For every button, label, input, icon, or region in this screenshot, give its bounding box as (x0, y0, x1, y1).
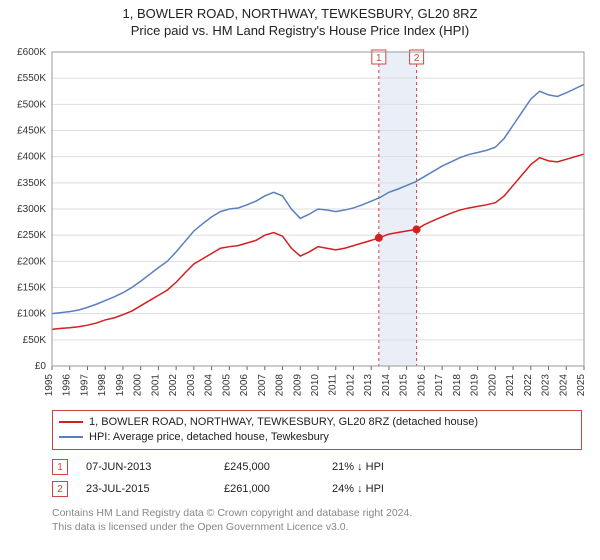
x-tick-label: 2025 (576, 374, 587, 397)
x-tick-label: 2005 (221, 374, 232, 397)
y-tick-label: £150K (17, 283, 46, 294)
legend-swatch (59, 421, 83, 423)
x-tick-label: 2023 (541, 374, 552, 397)
chart-area: £0 £50K £100K £150K £200K £250K £300K £350K £400… (0, 42, 600, 404)
chart-container: 1, BOWLER ROAD, NORTHWAY, TEWKESBURY, GL… (0, 0, 600, 560)
footer: Contains HM Land Registry data © Crown c… (52, 506, 412, 534)
x-tick-label: 2001 (150, 374, 161, 397)
legend-row: HPI: Average price, detached house, Tewk… (59, 430, 575, 445)
x-tick-label: 2004 (204, 374, 215, 397)
sale-date: 07-JUN-2013 (86, 461, 206, 473)
sale-date: 23-JUL-2015 (86, 483, 206, 495)
y-tick-label: £550K (17, 73, 46, 84)
sales-table: 1 07-JUN-2013 £245,000 21% ↓ HPI 2 23-JUL-201… (52, 456, 582, 500)
x-tick-label: 2024 (558, 374, 569, 397)
vline-label: 1 (376, 53, 382, 64)
x-tick-label: 2013 (363, 374, 374, 397)
y-tick-label: £0 (35, 361, 47, 372)
legend-box: 1, BOWLER ROAD, NORTHWAY, TEWKESBURY, GL… (52, 410, 582, 450)
sale-row: 2 23-JUL-2015 £261,000 24% ↓ HPI (52, 478, 582, 500)
y-tick-label: £250K (17, 230, 46, 241)
x-tick-label: 1995 (44, 374, 55, 397)
x-tick-label: 1998 (97, 374, 108, 397)
title-line2: Price paid vs. HM Land Registry's House … (0, 23, 600, 38)
x-tick-label: 2016 (416, 374, 427, 397)
legend-label: 1, BOWLER ROAD, NORTHWAY, TEWKESBURY, GL… (89, 415, 478, 430)
x-tick-label: 2003 (186, 374, 197, 397)
x-tick-label: 2008 (275, 374, 286, 397)
x-tick-label: 2021 (505, 374, 516, 397)
legend-row: 1, BOWLER ROAD, NORTHWAY, TEWKESBURY, GL… (59, 415, 575, 430)
legend-swatch (59, 436, 83, 438)
legend-label: HPI: Average price, detached house, Tewk… (89, 430, 329, 445)
x-tick-label: 2009 (292, 374, 303, 397)
y-tick-label: £450K (17, 126, 46, 137)
x-tick-label: 2014 (381, 374, 392, 397)
sale-price: £261,000 (224, 483, 314, 495)
x-tick-label: 2018 (452, 374, 463, 397)
x-tick-label: 2015 (399, 374, 410, 397)
x-tick-label: 2022 (523, 374, 534, 397)
y-tick-label: £400K (17, 152, 46, 163)
x-tick-label: 2010 (310, 374, 321, 397)
x-tick-label: 2006 (239, 374, 250, 397)
x-tick-label: 2007 (257, 374, 268, 397)
y-tick-label: £350K (17, 178, 46, 189)
x-tick-label: 2002 (168, 374, 179, 397)
x-tick-label: 2000 (133, 374, 144, 397)
x-tick-label: 2011 (328, 374, 339, 396)
x-tick-label: 1999 (115, 374, 126, 397)
y-tick-label: £100K (17, 309, 46, 320)
x-tick-label: 2019 (470, 374, 481, 397)
vline-label: 2 (414, 53, 420, 64)
sale-marker: 1 (52, 459, 68, 475)
sale-marker: 2 (52, 481, 68, 497)
title-line1: 1, BOWLER ROAD, NORTHWAY, TEWKESBURY, GL… (0, 6, 600, 21)
sale-delta: 21% ↓ HPI (332, 461, 452, 473)
x-tick-label: 2017 (434, 374, 445, 397)
x-tick-label: 2012 (345, 374, 356, 397)
marker (413, 225, 421, 233)
x-tick-label: 1997 (79, 374, 90, 397)
y-tick-label: £300K (17, 204, 46, 215)
footer-line1: Contains HM Land Registry data © Crown c… (52, 506, 412, 520)
footer-line2: This data is licensed under the Open Gov… (52, 520, 412, 534)
y-tick-label: £600K (17, 47, 46, 58)
y-tick-label: £50K (23, 335, 47, 346)
y-tick-label: £500K (17, 99, 46, 110)
marker (375, 234, 383, 242)
chart-svg: £0 £50K £100K £150K £200K £250K £300K £350K £400… (0, 42, 600, 404)
x-tick-label: 2020 (487, 374, 498, 397)
x-tick-label: 1996 (62, 374, 73, 397)
sale-price: £245,000 (224, 461, 314, 473)
y-tick-label: £200K (17, 256, 46, 267)
sale-row: 1 07-JUN-2013 £245,000 21% ↓ HPI (52, 456, 582, 478)
sale-delta: 24% ↓ HPI (332, 483, 452, 495)
title-block: 1, BOWLER ROAD, NORTHWAY, TEWKESBURY, GL… (0, 0, 600, 40)
